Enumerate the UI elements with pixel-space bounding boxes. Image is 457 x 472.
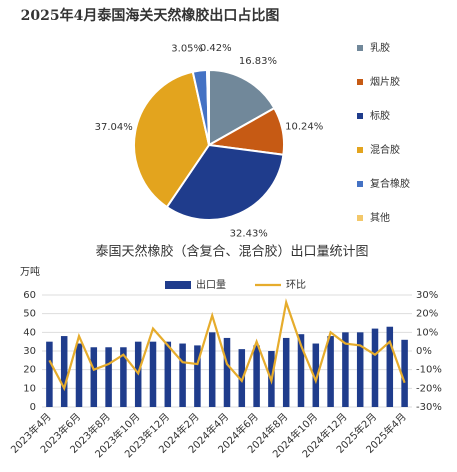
bar <box>208 332 216 407</box>
bar <box>356 332 364 407</box>
bar <box>282 337 290 407</box>
pie-title: 2025年4月泰国海关天然橡胶出口占比图 <box>21 7 280 24</box>
y2-tick-label: 20% <box>416 309 438 320</box>
y2-tick-label: 30% <box>416 290 438 301</box>
bar <box>297 334 305 407</box>
bar <box>401 339 408 407</box>
data-label: 16.83% <box>239 56 277 67</box>
bar <box>179 343 186 407</box>
bar <box>75 343 83 407</box>
data-label: 3.05% <box>171 44 203 55</box>
y2-tick-label: -10% <box>416 365 442 376</box>
legend-label: 复合橡胶 <box>370 177 410 190</box>
y-tick-label: 40 <box>23 327 36 338</box>
line <box>48 298 406 392</box>
legend-swatch <box>357 45 363 51</box>
bar <box>46 341 53 407</box>
bar <box>105 347 112 407</box>
y2-tick-label: 0% <box>416 346 432 357</box>
bar <box>164 341 172 407</box>
bar <box>253 345 260 407</box>
bar <box>386 326 394 407</box>
legend-swatch <box>357 215 363 221</box>
y-tick-label: 20 <box>23 365 36 376</box>
data-label: 37.04% <box>95 122 133 133</box>
bar <box>90 347 98 407</box>
y-tick-label: 0 <box>30 402 36 413</box>
pie-slice <box>208 68 276 147</box>
legend-label: 烟片胶 <box>370 75 400 88</box>
bar <box>342 332 349 407</box>
legend-swatch <box>357 113 363 119</box>
y-tick-label: 30 <box>23 346 36 357</box>
bar <box>312 343 320 407</box>
y-label: 万吨 <box>20 265 40 278</box>
bar <box>194 345 201 407</box>
y2-tick-label: -20% <box>416 383 442 394</box>
data-label: 32.43% <box>230 228 268 239</box>
bar <box>149 341 157 407</box>
legend-label: 环比 <box>286 279 306 291</box>
y2-tick-label: -30% <box>416 402 442 413</box>
bar <box>371 328 379 407</box>
legend-label: 混合胶 <box>370 143 400 156</box>
pie-slice <box>133 70 211 209</box>
legend-label: 标胶 <box>370 109 390 122</box>
y2-tick-label: 10% <box>416 327 438 338</box>
bar <box>327 336 334 407</box>
pie-slice <box>205 68 210 146</box>
bar <box>60 336 68 407</box>
y-tick-label: 50 <box>23 309 36 320</box>
bar <box>223 337 231 407</box>
y-tick-label: 10 <box>23 383 36 394</box>
legend-label: 乳胶 <box>370 41 390 54</box>
y-tick-label: 60 <box>23 290 36 301</box>
legend-label: 其他 <box>370 211 390 224</box>
legend-swatch <box>357 147 363 153</box>
data-label: 10.24% <box>285 122 323 133</box>
bar <box>120 347 127 407</box>
legend-label: 出口量 <box>196 278 226 291</box>
legend-swatch <box>357 79 363 85</box>
bar-title: 泰国天然橡胶（含复合、混合胶）出口量统计图 <box>95 244 368 260</box>
data-label: 0.42% <box>200 43 232 54</box>
legend-swatch <box>357 181 363 187</box>
legend-swatch <box>165 281 191 289</box>
pie-slice <box>165 143 285 221</box>
